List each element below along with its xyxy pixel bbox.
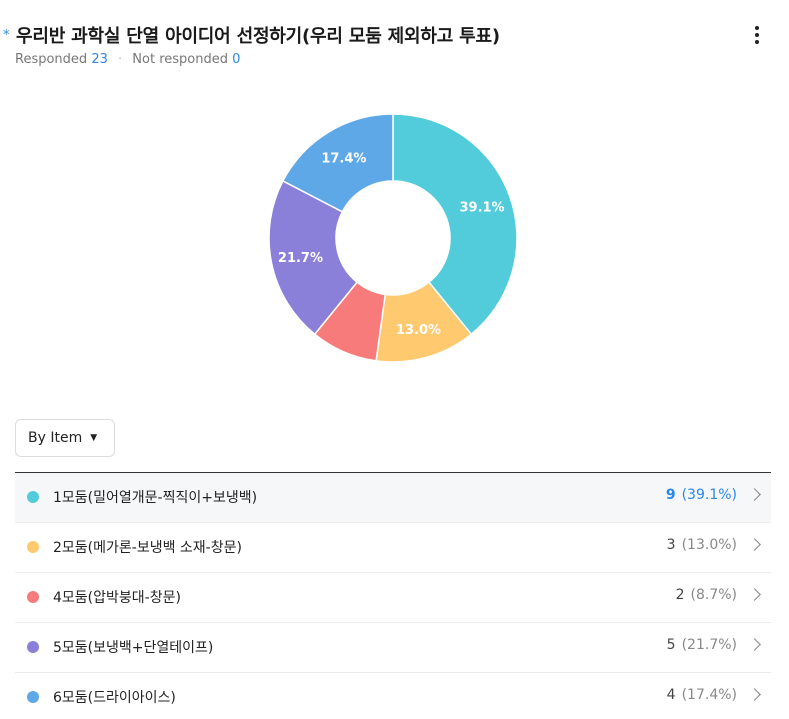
responded-label: Responded xyxy=(15,52,88,67)
item-count: 5 (21.7%) xyxy=(666,637,737,653)
chevron-right-icon xyxy=(748,588,761,601)
list-item[interactable]: 6모둠(드라이아이스) 4 (17.4%) xyxy=(15,673,771,719)
caret-down-icon: ▼ xyxy=(90,433,98,443)
color-swatch-icon xyxy=(27,591,39,603)
color-swatch-icon xyxy=(27,491,39,503)
view-mode-label: By Item xyxy=(28,430,83,446)
slice-percent-label: 17.4% xyxy=(321,151,366,166)
slice-percent-label: 21.7% xyxy=(278,251,323,266)
donut-slice[interactable] xyxy=(392,113,518,336)
item-count: 9 (39.1%) xyxy=(665,487,737,503)
list-item[interactable]: 1모둠(밀어열개문-찍직이+보냉백) 9 (39.1%) xyxy=(15,473,771,523)
donut-chart: 39.1% 13.0% 21.7% 17.4% xyxy=(266,111,520,365)
color-swatch-icon xyxy=(27,641,39,653)
item-label: 1모둠(밀어열개문-찍직이+보냉백) xyxy=(53,490,258,506)
not-responded-label: Not responded xyxy=(132,52,228,67)
not-responded-count: 0 xyxy=(232,52,241,67)
item-count: 2 (8.7%) xyxy=(675,587,737,603)
response-summary: Responded 23 · Not responded 0 xyxy=(15,52,240,67)
list-item[interactable]: 5모둠(보냉백+단열테이프) 5 (21.7%) xyxy=(15,623,771,673)
donut-slice[interactable] xyxy=(268,179,359,336)
chevron-right-icon xyxy=(748,538,761,551)
slice-percent-label: 39.1% xyxy=(459,200,504,215)
question-header: * 우리반 과학실 단열 아이디어 선정하기(우리 모둠 제외하고 투표) Re… xyxy=(0,20,789,70)
color-swatch-icon xyxy=(27,691,39,703)
chevron-right-icon xyxy=(748,638,761,651)
item-label: 4모둠(압박붕대-창문) xyxy=(53,590,181,606)
item-count: 3 (13.0%) xyxy=(666,537,737,553)
slice-percent-label: 13.0% xyxy=(396,323,441,338)
question-title: 우리반 과학실 단열 아이디어 선정하기(우리 모둠 제외하고 투표) xyxy=(16,26,500,47)
color-swatch-icon xyxy=(27,541,39,553)
required-mark: * xyxy=(3,28,10,43)
more-vertical-icon[interactable] xyxy=(745,22,769,48)
list-item[interactable]: 2모둠(메가론-보냉백 소재-창문) 3 (13.0%) xyxy=(15,523,771,573)
item-label: 6모둠(드라이아이스) xyxy=(53,690,176,706)
item-count: 4 (17.4%) xyxy=(666,687,737,703)
item-label: 2모둠(메가론-보냉백 소재-창문) xyxy=(53,540,242,556)
chevron-right-icon xyxy=(748,488,761,501)
summary-separator: · xyxy=(118,52,123,67)
view-mode-dropdown[interactable]: By Item ▼ xyxy=(15,419,115,457)
chevron-right-icon xyxy=(748,688,761,701)
donut-slice[interactable] xyxy=(281,113,394,213)
responded-count: 23 xyxy=(91,52,108,67)
results-list: 1모둠(밀어열개문-찍직이+보냉백) 9 (39.1%) 2모둠(메가론-보냉백 … xyxy=(15,472,771,719)
list-item[interactable]: 4모둠(압박붕대-창문) 2 (8.7%) xyxy=(15,573,771,623)
item-label: 5모둠(보냉백+단열테이프) xyxy=(53,640,214,656)
